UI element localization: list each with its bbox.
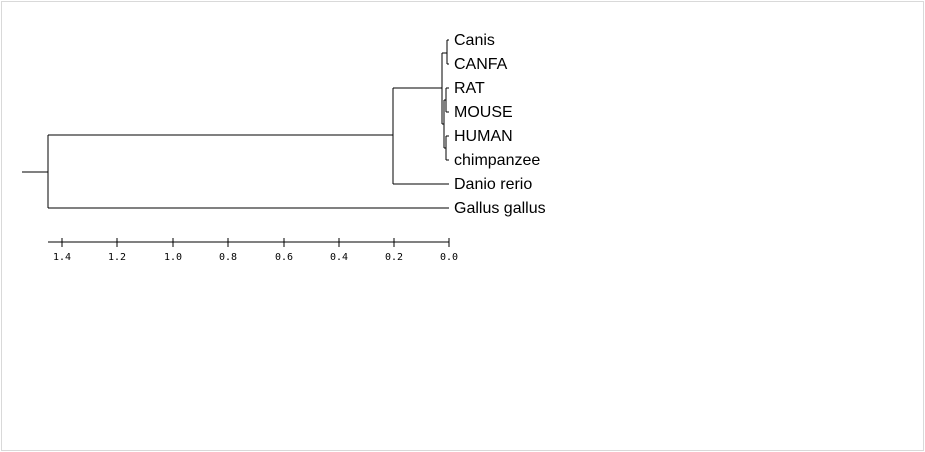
leaf-label-chimpanzee: chimpanzee — [454, 152, 540, 169]
leaf-label-human: HUMAN — [454, 128, 513, 145]
scale-tick-label: 0.8 — [219, 252, 237, 263]
scale-tick-label: 0.2 — [385, 252, 403, 263]
scale-tick-label: 1.4 — [53, 252, 71, 263]
leaf-label-rat: RAT — [454, 80, 485, 97]
scale-tick-label: 0.6 — [275, 252, 293, 263]
leaf-label-canfa: CANFA — [454, 56, 508, 73]
scale-tick-label: 0.0 — [440, 252, 458, 263]
scale-tick-label: 0.4 — [330, 252, 348, 263]
distance-scale-bar: 1.4 1.2 1.0 0.8 0.6 0.4 0.2 0.0 — [48, 238, 458, 263]
leaf-label-canis: Canis — [454, 32, 495, 49]
leaf-label-danio: Danio rerio — [454, 176, 532, 193]
leaf-label-gallus: Gallus gallus — [454, 200, 546, 217]
scale-tick-label: 1.0 — [164, 252, 182, 263]
scale-tick-label: 1.2 — [108, 252, 126, 263]
leaf-label-mouse: MOUSE — [454, 104, 513, 121]
